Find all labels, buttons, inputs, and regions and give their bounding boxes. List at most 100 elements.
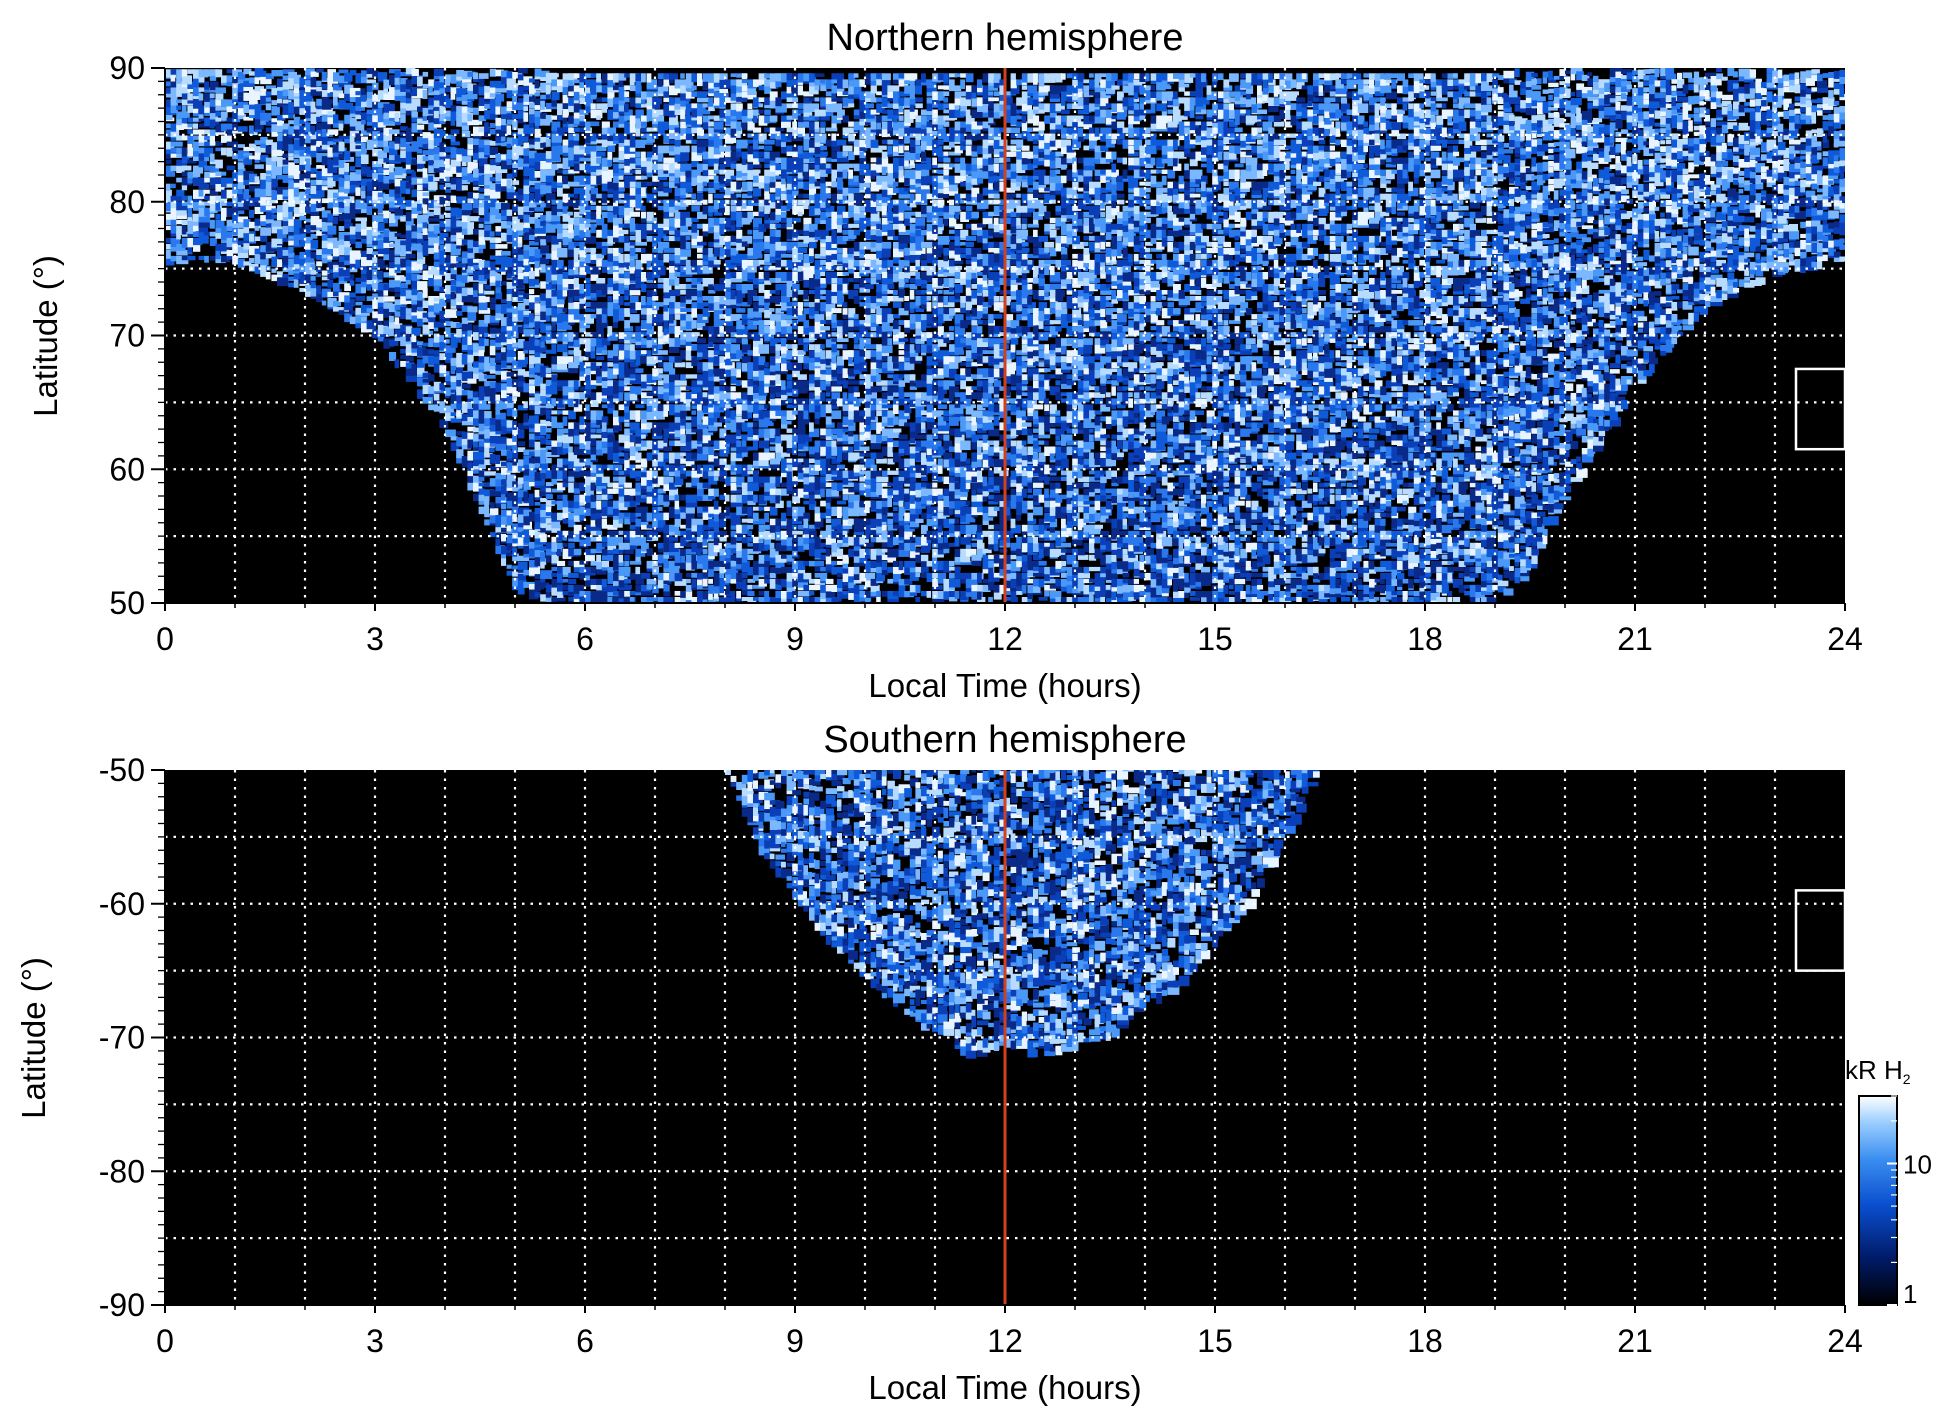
emission-cell <box>265 73 274 80</box>
emission-cell <box>355 319 366 329</box>
emission-cell <box>501 359 507 368</box>
emission-cell <box>165 237 174 243</box>
emission-cell <box>467 342 478 350</box>
emission-cell <box>590 103 596 110</box>
emission-cell <box>310 83 321 88</box>
emission-cell <box>456 431 465 436</box>
emission-cell <box>736 440 742 447</box>
emission-cell <box>327 237 338 242</box>
emission-cell <box>327 117 336 125</box>
emission-cell <box>534 327 540 335</box>
emission-cell <box>243 225 250 234</box>
emission-cell <box>685 139 692 144</box>
emission-cell <box>433 297 445 302</box>
emission-cell <box>601 127 609 135</box>
emission-cell <box>277 247 289 257</box>
emission-cell <box>467 240 474 249</box>
emission-cell <box>321 252 332 259</box>
emission-cell <box>641 338 648 345</box>
emission-cell <box>209 165 220 173</box>
emission-cell <box>439 365 447 374</box>
emission-cell <box>372 100 379 109</box>
emission-cell <box>344 187 350 194</box>
emission-cell <box>377 150 387 159</box>
emission-cell <box>685 506 695 514</box>
emission-cell <box>417 118 424 124</box>
emission-cell <box>557 247 568 258</box>
emission-cell <box>422 384 431 395</box>
emission-cell <box>629 344 635 351</box>
emission-cell <box>445 98 453 108</box>
emission-cell <box>265 121 278 126</box>
emission-cell <box>573 265 579 275</box>
emission-cell <box>445 212 456 218</box>
emission-cell <box>506 564 512 569</box>
emission-cell <box>613 175 620 183</box>
emission-cell <box>456 76 463 81</box>
emission-cell <box>680 151 690 162</box>
emission-cell <box>165 255 175 266</box>
emission-cell <box>473 325 481 333</box>
emission-cell <box>305 284 316 292</box>
emission-cell <box>400 126 408 131</box>
emission-cell <box>333 114 339 123</box>
emission-cell <box>394 154 403 162</box>
emission-cell <box>305 254 315 263</box>
emission-cell <box>624 584 632 590</box>
emission-cell <box>450 129 460 134</box>
emission-cell <box>433 159 444 169</box>
emission-cell <box>411 285 419 296</box>
emission-cell <box>193 99 203 109</box>
emission-cell <box>501 106 512 115</box>
emission-cell <box>321 276 330 281</box>
emission-cell <box>198 105 209 115</box>
emission-cell <box>237 174 249 183</box>
emission-cell <box>489 345 496 356</box>
emission-cell <box>293 237 300 246</box>
emission-cell <box>484 501 489 508</box>
emission-cell <box>305 200 310 207</box>
emission-cell <box>383 242 394 248</box>
emission-cell <box>265 139 273 145</box>
emission-cell <box>333 307 344 312</box>
emission-cell <box>691 344 698 351</box>
emission-cell <box>417 275 425 280</box>
emission-cell <box>321 144 330 150</box>
emission-cell <box>389 231 398 241</box>
emission-cell <box>473 415 483 424</box>
emission-cell <box>439 299 447 308</box>
emission-cell <box>333 102 340 110</box>
emission-cell <box>618 452 625 457</box>
emission-cell <box>568 578 577 585</box>
emission-cell <box>512 445 518 453</box>
emission-cell <box>663 452 669 459</box>
emission-cell <box>495 460 507 468</box>
emission-cell <box>170 135 182 141</box>
emission-cell <box>461 335 470 345</box>
emission-cell <box>232 171 242 182</box>
emission-cell <box>456 401 462 411</box>
emission-cell <box>394 118 402 126</box>
emission-cell <box>439 419 449 429</box>
emission-cell <box>702 392 708 398</box>
emission-cell <box>545 554 551 563</box>
emission-cell <box>478 283 484 294</box>
emission-cell <box>506 384 517 394</box>
emission-cell <box>562 205 568 214</box>
emission-cell <box>389 249 400 258</box>
emission-cell <box>478 494 490 501</box>
emission-cell <box>321 210 331 218</box>
emission-cell <box>366 121 375 126</box>
emission-cell <box>417 184 428 191</box>
emission-cell <box>226 225 237 232</box>
emission-cell <box>607 151 613 160</box>
emission-cell <box>361 286 366 294</box>
emission-cell <box>445 327 451 334</box>
emission-cell <box>484 495 489 504</box>
emission-cell <box>249 95 258 105</box>
emission-cell <box>669 536 678 542</box>
emission-cell <box>176 135 187 141</box>
emission-cell <box>377 288 388 297</box>
emission-cell <box>428 151 436 161</box>
emission-cell <box>545 139 551 147</box>
